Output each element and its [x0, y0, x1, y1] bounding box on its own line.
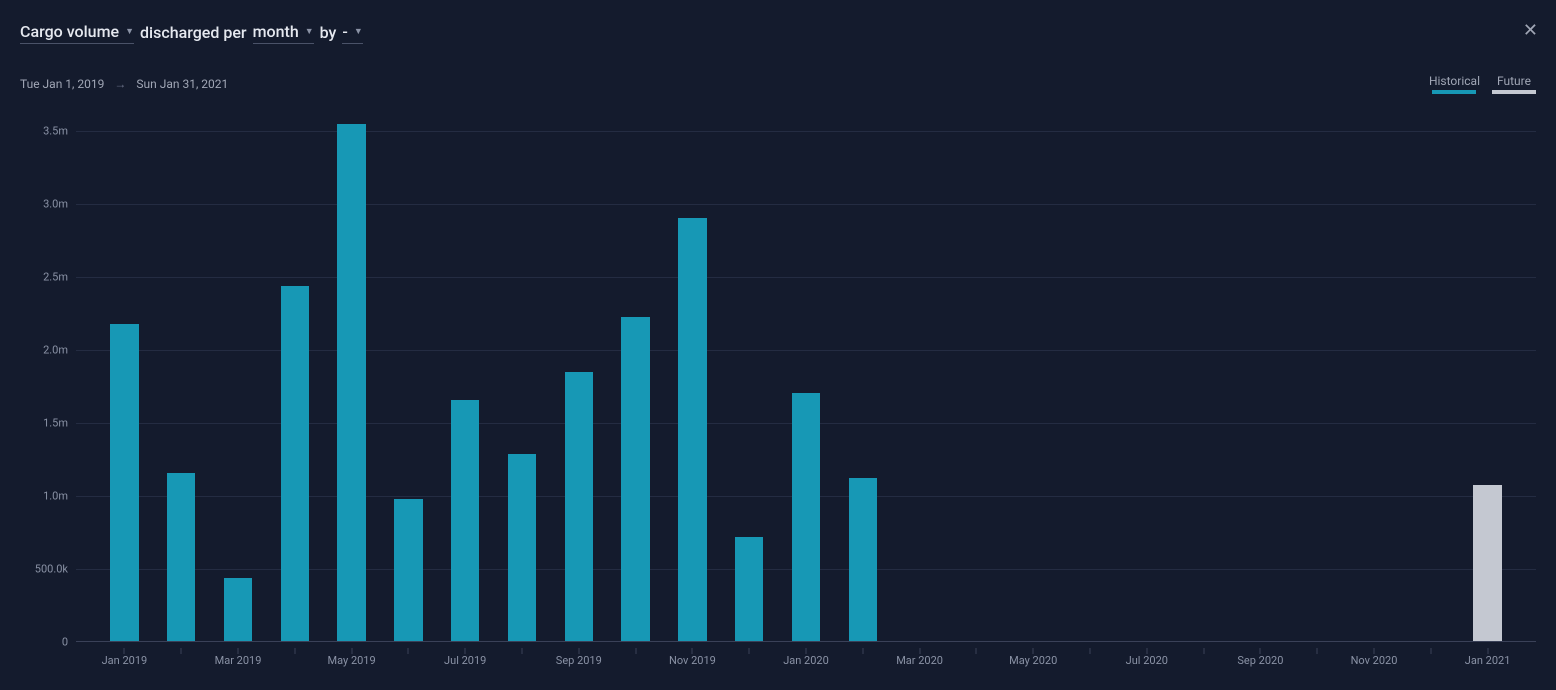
- bar-historical[interactable]: [849, 478, 877, 641]
- x-tick-label: Jan 2020: [783, 654, 829, 667]
- bar-historical[interactable]: [337, 124, 365, 641]
- legend-label-future: Future: [1497, 74, 1531, 88]
- title-static-1: discharged per: [140, 23, 247, 44]
- y-tick-label: 0: [20, 636, 68, 649]
- bar-historical[interactable]: [110, 324, 138, 641]
- legend: Historical Future: [1429, 74, 1536, 94]
- metric-label: Cargo volume: [20, 22, 119, 41]
- bar-historical[interactable]: [792, 393, 820, 641]
- x-axis: Jan 2019 Mar 2019 May 2019 Jul 2019 Sep 2019…: [76, 648, 1536, 672]
- legend-label-historical: Historical: [1429, 74, 1480, 88]
- gridline: [76, 204, 1536, 205]
- x-tick-label: Jul 2019: [444, 654, 486, 667]
- x-tick-label: May 2019: [328, 654, 376, 667]
- x-tick-mark: [635, 648, 636, 654]
- chart: 0 500.0k 1.0m 1.5m 2.0m 2.5m 3.0m 3.5m Jan 2019…: [20, 102, 1536, 672]
- bar-historical[interactable]: [394, 499, 422, 641]
- bar-historical[interactable]: [565, 372, 593, 641]
- x-tick-mark: [408, 648, 409, 654]
- subheader: Tue Jan 1, 2019 → Sun Jan 31, 2021 Histo…: [0, 44, 1556, 94]
- chevron-down-icon: ▼: [305, 26, 314, 37]
- x-tick-mark: [862, 648, 863, 654]
- x-tick-label: Mar 2019: [215, 654, 262, 667]
- gridline: [76, 277, 1536, 278]
- title-selector-group: Cargo volume ▼ discharged per month ▼ by…: [20, 22, 363, 44]
- chevron-down-icon: ▼: [125, 26, 134, 37]
- x-tick-label: Sep 2019: [556, 654, 602, 667]
- close-icon[interactable]: ✕: [1523, 20, 1538, 41]
- metric-selector[interactable]: Cargo volume ▼: [20, 22, 134, 44]
- date-range-end: Sun Jan 31, 2021: [136, 77, 228, 91]
- legend-item-historical[interactable]: Historical: [1429, 74, 1480, 94]
- title-static-2: by: [320, 23, 337, 44]
- legend-swatch-future: [1492, 90, 1536, 94]
- chevron-down-icon: ▼: [354, 26, 363, 37]
- y-tick-label: 500.0k: [20, 563, 68, 576]
- bar-historical[interactable]: [167, 473, 195, 641]
- x-tick-mark: [1090, 648, 1091, 654]
- bar-historical[interactable]: [281, 286, 309, 641]
- date-range[interactable]: Tue Jan 1, 2019 → Sun Jan 31, 2021: [20, 77, 228, 91]
- groupby-label: -: [342, 22, 347, 41]
- y-tick-label: 2.5m: [20, 271, 68, 284]
- y-tick-label: 3.0m: [20, 198, 68, 211]
- legend-item-future[interactable]: Future: [1492, 74, 1536, 94]
- bar-historical[interactable]: [621, 317, 649, 641]
- x-tick-mark: [181, 648, 182, 654]
- gridline: [76, 131, 1536, 132]
- x-tick-label: Nov 2019: [669, 654, 716, 667]
- y-tick-label: 2.0m: [20, 344, 68, 357]
- x-tick-label: Mar 2020: [896, 654, 943, 667]
- y-tick-label: 3.5m: [20, 125, 68, 138]
- plot-area: [76, 102, 1536, 642]
- period-label: month: [253, 22, 299, 41]
- x-tick-mark: [522, 648, 523, 654]
- x-tick-label: May 2020: [1009, 654, 1057, 667]
- legend-swatch-historical: [1432, 90, 1476, 94]
- bar-historical[interactable]: [678, 218, 706, 641]
- x-tick-mark: [1203, 648, 1204, 654]
- y-tick-label: 1.0m: [20, 490, 68, 503]
- x-tick-mark: [294, 648, 295, 654]
- groupby-selector[interactable]: - ▼: [342, 22, 362, 44]
- x-tick-label: Jan 2019: [102, 654, 148, 667]
- bar-future[interactable]: [1473, 485, 1501, 641]
- arrow-right-icon: →: [114, 77, 126, 91]
- x-tick-label: Jan 2021: [1465, 654, 1511, 667]
- chart-header: Cargo volume ▼ discharged per month ▼ by…: [0, 0, 1556, 44]
- y-axis: 0500.0k1.0m1.5m2.0m2.5m3.0m3.5m: [20, 102, 68, 642]
- period-selector[interactable]: month ▼: [253, 22, 314, 44]
- x-tick-mark: [1430, 648, 1431, 654]
- bar-historical[interactable]: [451, 400, 479, 641]
- x-tick-label: Sep 2020: [1237, 654, 1283, 667]
- bar-historical[interactable]: [508, 454, 536, 641]
- x-tick-mark: [749, 648, 750, 654]
- x-tick-mark: [1317, 648, 1318, 654]
- date-range-start: Tue Jan 1, 2019: [20, 77, 104, 91]
- x-tick-label: Nov 2020: [1351, 654, 1398, 667]
- bar-historical[interactable]: [224, 578, 252, 641]
- x-tick-mark: [976, 648, 977, 654]
- bar-historical[interactable]: [735, 537, 763, 641]
- y-tick-label: 1.5m: [20, 417, 68, 430]
- x-tick-label: Jul 2020: [1126, 654, 1168, 667]
